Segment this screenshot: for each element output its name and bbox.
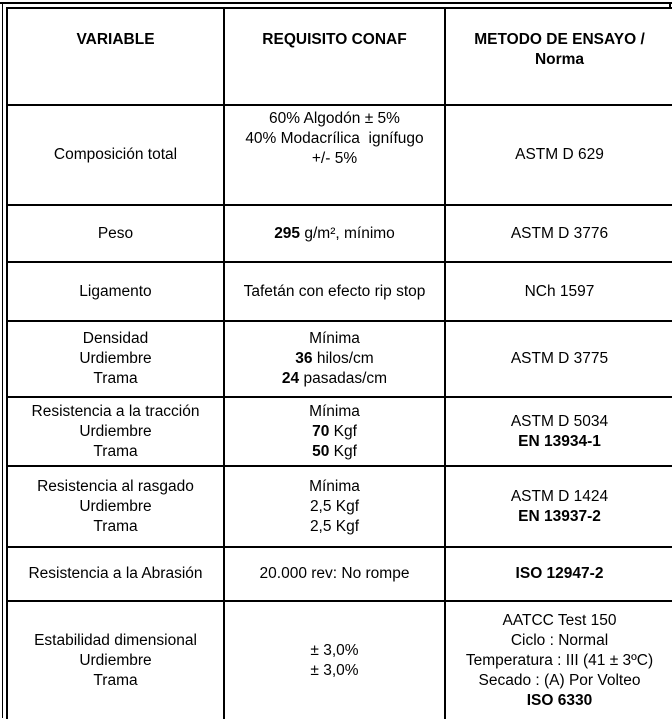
table-row: Ligamento Tafetán con efecto rip stop NCh … [6, 261, 672, 322]
cell-line: Urdiembre [79, 422, 152, 440]
cell-line: Trama [93, 517, 138, 535]
cell-line: ASTM D 1424 [510, 487, 609, 505]
cell-variable: Peso [6, 204, 225, 263]
header-variable: VARIABLE [6, 7, 225, 106]
cell-line: 36 hilos/cm [295, 350, 374, 367]
cell-line: Temperatura : III (41 ± 3ºC) [465, 651, 654, 669]
page-frame-left-line [1, 2, 3, 718]
cell-metodo: ASTM D 3776 [444, 204, 672, 263]
cell-requisito: Mínima 70 Kgf 50 Kgf [223, 396, 446, 467]
cell-metodo: ASTM D 1424 EN 13937-2 [444, 465, 672, 548]
cell-line: ASTM D 629 [515, 146, 604, 163]
cell-requisito: ± 3,0% ± 3,0% [223, 600, 446, 719]
cell-line: 24 pasadas/cm [281, 370, 388, 387]
cell-line: 2,5 Kgf [309, 517, 360, 535]
spec-table: VARIABLE REQUISITO CONAF METODO DE ENSAY… [6, 7, 672, 719]
cell-line: Mínima [309, 330, 360, 347]
cell-line: Resistencia a la tracción [31, 402, 200, 420]
cell-variable: Resistencia al rasgado Urdiembre Trama [6, 465, 225, 548]
table-row: Resistencia a la tracción Urdiembre Trama M… [6, 396, 672, 467]
cell-line: EN 13934-1 [518, 432, 601, 450]
cell-variable: Estabilidad dimensional Urdiembre Trama [6, 600, 225, 719]
frame-corner-tick [669, 2, 671, 9]
cell-line: Ciclo : Normal [510, 631, 609, 649]
cell-line: NCh 1597 [524, 282, 595, 300]
cell-metodo: ASTM D 5034 EN 13934-1 [444, 396, 672, 467]
cell-line: ± 3,0% [310, 661, 359, 679]
cell-line: 40% Modacrílica ignífugo [245, 130, 424, 147]
cell-variable: Ligamento [6, 261, 225, 322]
table-row: Resistencia a la Abrasión 20.000 rev: No … [6, 546, 672, 602]
cell-variable: Densidad Urdiembre Trama [6, 320, 225, 398]
cell-line: EN 13937-2 [518, 507, 601, 525]
cell-line: 20.000 rev: No rompe [259, 565, 410, 582]
cell-line: Urdiembre [79, 651, 152, 669]
cell-line: ISO 12947-2 [515, 565, 604, 582]
cell-line: ISO 6330 [526, 691, 593, 709]
cell-variable: Resistencia a la Abrasión [6, 546, 225, 602]
cell-line: Tafetán con efecto rip stop [243, 282, 426, 300]
cell-line: 50 Kgf [312, 442, 357, 460]
cell-requisito: 295 g/m², mínimo [223, 204, 446, 263]
header-label: METODO DE ENSAYO / [474, 31, 645, 48]
cell-line: Secado : (A) Por Volteo [478, 671, 641, 689]
cell-line: Urdiembre [79, 350, 152, 367]
header-label: Norma [534, 51, 585, 68]
cell-metodo: NCh 1597 [444, 261, 672, 322]
cell-metodo: ISO 12947-2 [444, 546, 672, 602]
table-row: Resistencia al rasgado Urdiembre Trama Míni… [6, 465, 672, 548]
header-metodo-de-ensayo: METODO DE ENSAYO / Norma [444, 7, 672, 106]
cell-line: Urdiembre [79, 497, 152, 515]
cell-requisito: 20.000 rev: No rompe [223, 546, 446, 602]
header-label: REQUISITO CONAF [262, 31, 407, 48]
cell-line: Composición total [53, 146, 178, 163]
cell-metodo: ASTM D 3775 [444, 320, 672, 398]
cell-line: Trama [93, 442, 138, 460]
cell-variable: Composición total [6, 104, 225, 206]
cell-line: Ligamento [79, 282, 152, 300]
cell-requisito: Mínima 2,5 Kgf 2,5 Kgf [223, 465, 446, 548]
cell-line: 295 g/m², mínimo [274, 224, 395, 242]
cell-metodo: AATCC Test 150 Ciclo : Normal Temperatura … [444, 600, 672, 719]
table-row: VARIABLE REQUISITO CONAF METODO DE ENSAY… [6, 7, 672, 106]
cell-requisito: 60% Algodón ± 5% 40% Modacrílica ignífugo… [223, 104, 446, 206]
table-row: Densidad Urdiembre Trama Mínima 36 hilos/cm 2… [6, 320, 672, 398]
table-body: Composición total 60% Algodón ± 5% 40% Mod… [6, 104, 672, 719]
cell-line: ASTM D 3775 [510, 350, 609, 367]
cell-line: Resistencia al rasgado [37, 477, 194, 495]
header-label: VARIABLE [76, 31, 155, 48]
table-header-row: VARIABLE REQUISITO CONAF METODO DE ENSAY… [6, 7, 672, 106]
cell-line: 2,5 Kgf [309, 497, 360, 515]
cell-line: 60% Algodón ± 5% [269, 110, 400, 127]
cell-line: Estabilidad dimensional [34, 631, 197, 649]
cell-requisito: Tafetán con efecto rip stop [223, 261, 446, 322]
cell-line: 70 Kgf [312, 422, 357, 440]
cell-line: ± 3,0% [310, 641, 359, 659]
cell-line: Peso [97, 224, 134, 242]
cell-line: Densidad [82, 330, 149, 347]
cell-line: Resistencia a la Abrasión [28, 565, 203, 582]
cell-metodo: ASTM D 629 [444, 104, 672, 206]
cell-line: Mínima [309, 402, 360, 420]
cell-line: +/- 5% [311, 150, 358, 167]
cell-line: ASTM D 3776 [510, 224, 609, 242]
cell-line: Trama [93, 671, 138, 689]
table-row: Composición total 60% Algodón ± 5% 40% Mod… [6, 104, 672, 206]
cell-variable: Resistencia a la tracción Urdiembre Trama [6, 396, 225, 467]
header-requisito-conaf: REQUISITO CONAF [223, 7, 446, 106]
cell-requisito: Mínima 36 hilos/cm 24 pasadas/cm [223, 320, 446, 398]
cell-line: ASTM D 5034 [510, 412, 609, 430]
cell-line: AATCC Test 150 [502, 611, 617, 629]
page-frame-top-line [0, 2, 672, 4]
table-row: Estabilidad dimensional Urdiembre Trama ± 3… [6, 600, 672, 719]
table-row: Peso 295 g/m², mínimo ASTM D 3776 [6, 204, 672, 263]
cell-line: Mínima [309, 477, 360, 495]
cell-line: Trama [93, 370, 138, 387]
